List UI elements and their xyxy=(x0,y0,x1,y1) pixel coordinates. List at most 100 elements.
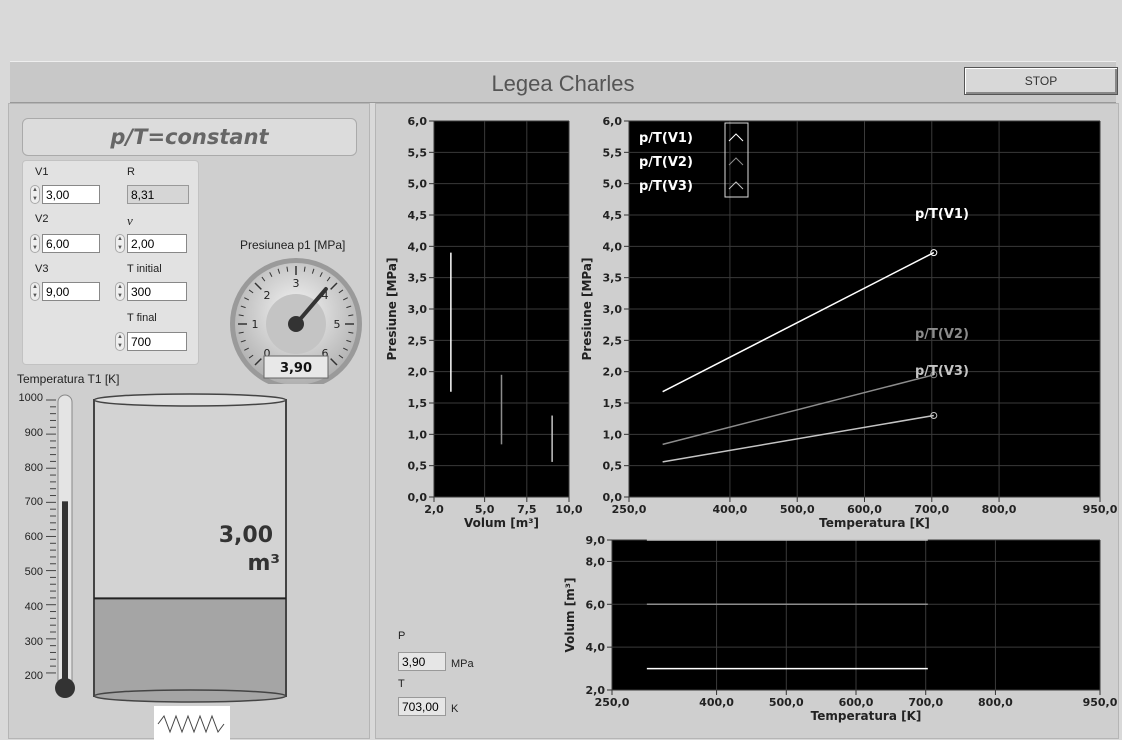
x-tick-label: 500,0 xyxy=(769,696,804,709)
gauge-tick xyxy=(269,272,273,278)
t-initial-input[interactable]: 300 xyxy=(127,282,187,301)
gauge-tick xyxy=(342,347,348,351)
gauge-tick xyxy=(238,331,244,334)
gauge-tick xyxy=(348,314,354,317)
y-tick-label: 9,0 xyxy=(586,534,606,547)
y-tick-label: 0,5 xyxy=(408,460,428,473)
thermometer-bulb xyxy=(55,678,75,698)
y-tick-label: 0,0 xyxy=(603,491,623,504)
gauge-tick-label: 0 xyxy=(264,347,271,360)
gauge-tick xyxy=(244,297,250,301)
series-line xyxy=(662,374,934,446)
v2-label: V2 xyxy=(35,213,49,225)
t-final-label: T final xyxy=(127,312,157,324)
y-tick-label: 4,0 xyxy=(586,641,606,654)
thermometer-tick: 600 xyxy=(24,531,43,543)
v3-spinner[interactable]: ▲ ▼ xyxy=(30,282,40,301)
y-tick-label: 2,0 xyxy=(408,366,428,379)
gauge-tick xyxy=(277,268,281,274)
output-t-unit: K xyxy=(451,703,459,715)
gauge-tick xyxy=(346,305,352,309)
thermometer-tick: 500 xyxy=(24,566,43,578)
thermometer-tick: 200 xyxy=(24,670,43,682)
gauge-tick xyxy=(261,276,266,282)
gauge-tick xyxy=(238,314,244,317)
x-tick-label: 7,5 xyxy=(517,503,537,516)
gauge-tick xyxy=(240,339,246,343)
r-indicator: 8,31 xyxy=(127,185,189,204)
thermometer-scale: 1000 900 800 700 600 500 400 300 200 xyxy=(5,392,47,692)
y-tick-label: 4,5 xyxy=(603,209,623,222)
y-tick-label: 6,0 xyxy=(408,115,428,128)
thermometer-tick: 1000 xyxy=(18,392,43,404)
thermometer-tick: 900 xyxy=(24,427,43,439)
gauge-tick xyxy=(348,331,354,334)
x-axis-label: Volum [m³] xyxy=(464,516,539,530)
y-tick-label: 4,0 xyxy=(603,240,623,253)
legend-box xyxy=(724,122,749,198)
gauge-tick xyxy=(346,339,352,343)
x-tick-label: 600,0 xyxy=(839,696,874,709)
legend-swatch xyxy=(728,157,744,166)
y-tick-label: 4,5 xyxy=(408,209,428,222)
output-t-value: 703,00 xyxy=(398,697,446,716)
output-p-unit: MPa xyxy=(451,658,474,670)
x-tick-label: 500,0 xyxy=(780,503,815,516)
stop-button[interactable]: STOP xyxy=(964,67,1118,95)
title-bar: Legea Charles STOP xyxy=(10,61,1118,103)
x-axis-label: Temperatura [K] xyxy=(819,516,930,530)
output-p-label: P xyxy=(398,630,406,642)
v1-input[interactable]: 3,00 xyxy=(42,185,100,204)
x-tick-label: 400,0 xyxy=(713,503,748,516)
v2-input[interactable]: 6,00 xyxy=(42,234,100,253)
gauge-digital-value: 3,90 xyxy=(280,361,312,376)
gauge-tick xyxy=(338,354,344,359)
v2-spinner[interactable]: ▲ ▼ xyxy=(30,234,40,253)
t-initial-spinner[interactable]: ▲ ▼ xyxy=(115,282,125,301)
gauge-tick xyxy=(286,266,289,272)
cylinder-top xyxy=(93,393,287,407)
thermometer-title: Temperatura T1 [K] xyxy=(17,372,120,386)
x-tick-label: 250,0 xyxy=(595,696,630,709)
pressure-gauge: 0 1 2 3 4 5 6 3,90 xyxy=(230,258,362,384)
nu-input[interactable]: 2,00 xyxy=(127,234,187,253)
t-final-spinner[interactable]: ▲ ▼ xyxy=(115,332,125,351)
series-annotation: p/T(V1) xyxy=(915,207,969,222)
gauge-tick xyxy=(254,358,262,366)
formula-label: p/T=constant xyxy=(22,118,357,156)
heater xyxy=(154,706,230,740)
app-title: Legea Charles xyxy=(491,71,635,96)
v1-spinner[interactable]: ▲ ▼ xyxy=(30,185,40,204)
cylinder-base xyxy=(93,689,287,703)
legend-entry: p/T(V3) xyxy=(639,179,693,194)
x-tick-label: 2,0 xyxy=(424,503,444,516)
gauge-tick xyxy=(248,289,254,294)
y-tick-label: 3,5 xyxy=(408,272,428,285)
v3-input[interactable]: 9,00 xyxy=(42,282,100,301)
t-initial-label: T initial xyxy=(127,263,162,275)
gauge-tick xyxy=(338,289,344,294)
gauge-digital-box xyxy=(263,355,329,379)
y-tick-label: 2,5 xyxy=(603,334,623,347)
y-tick-label: 5,5 xyxy=(408,146,428,159)
series-end-point xyxy=(930,249,938,257)
legend-entry: p/T(V1) xyxy=(639,131,693,146)
y-tick-label: 3,5 xyxy=(603,272,623,285)
v1-label: V1 xyxy=(35,166,49,178)
series-end-point xyxy=(930,412,938,420)
y-tick-label: 1,0 xyxy=(408,428,428,441)
x-tick-label: 950,0 xyxy=(1083,503,1118,516)
cylinder-gas-region xyxy=(95,598,285,695)
series-line xyxy=(662,414,934,463)
legend-swatch xyxy=(728,181,744,190)
heater-coil-icon xyxy=(157,714,225,734)
series-line xyxy=(662,251,935,393)
y-tick-label: 5,5 xyxy=(603,146,623,159)
gauge-tick-label: 3 xyxy=(293,277,300,290)
y-tick-label: 2,5 xyxy=(408,334,428,347)
output-p-value: 3,90 xyxy=(398,652,446,671)
x-tick-label: 700,0 xyxy=(914,503,949,516)
t-final-input[interactable]: 700 xyxy=(127,332,187,351)
thermometer-tick: 800 xyxy=(24,462,43,474)
nu-spinner[interactable]: ▲ ▼ xyxy=(115,234,125,253)
